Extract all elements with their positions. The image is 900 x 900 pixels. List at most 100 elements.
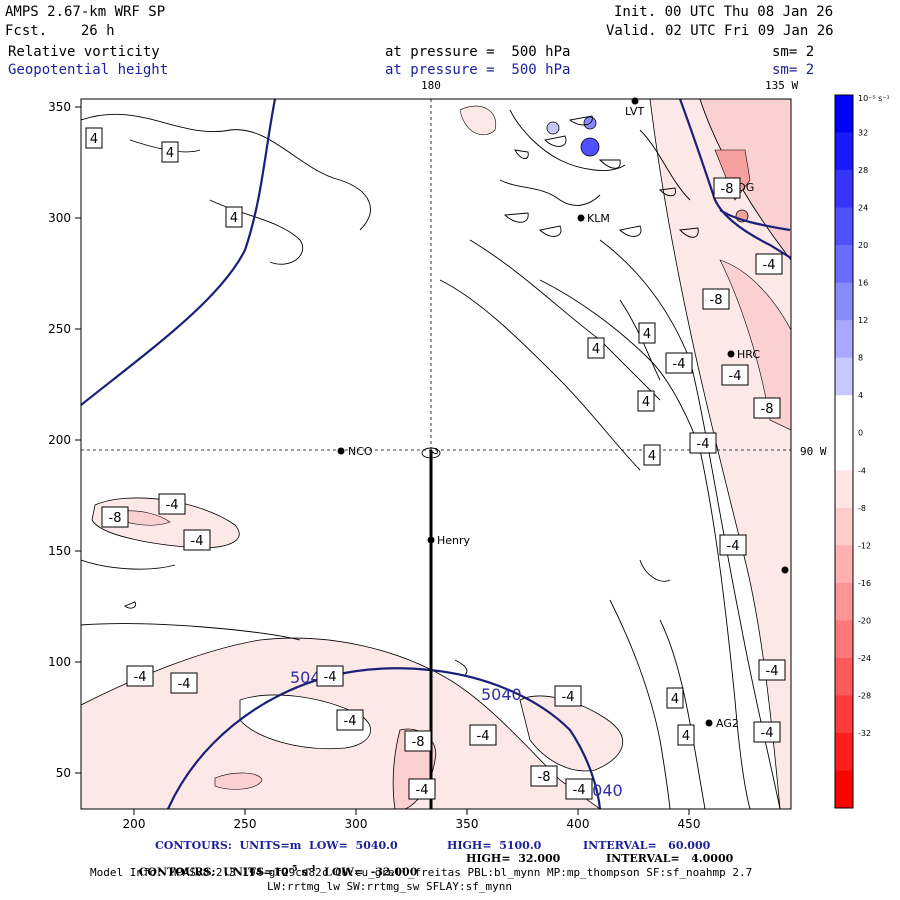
contour-label: 4 [230,211,238,226]
contour-label: -4 [134,670,147,685]
colorbar-tick-label: -16 [858,579,871,588]
colorbar-swatch [835,170,853,209]
contour-label: -4 [573,783,586,798]
contour-label: 4 [648,449,656,464]
y-axis-labels: 350 300 250 200 150 100 50 [48,100,71,780]
station-label: HRC [737,348,760,361]
colorbar-swatch [835,245,853,284]
contour-label: -4 [416,783,429,798]
contour-label: -4 [178,677,191,692]
height-contour-interval: INTERVAL= 60.000 [583,839,711,852]
colorbar-swatch [835,620,853,659]
x-tick-label: 450 [678,817,701,831]
colorbar-tick-label: 0 [858,429,863,438]
vorticity-contour-info: CONTOURS: UNITS=10-5 s-1 LOW= -32.000 [131,853,418,879]
station-label: Henry [437,534,471,547]
contour-label: -4 [324,670,337,685]
stations: LVT HDG KLM HRC NCO Henry AG2 [337,97,789,730]
y-tick-label: 300 [48,211,71,225]
init-time: Init. 00 UTC Thu 08 Jan 26 [614,4,834,20]
units-exponent: -1 [307,863,317,873]
field1-smoothing: sm= 2 [772,44,815,60]
y-tick-label: 200 [48,433,71,447]
colorbar-swatch [835,507,853,546]
colorbar-tick-label: 28 [858,166,868,175]
colorbar: 10⁻⁵ s⁻¹ 32 28 24 20 16 12 8 4 0 -4 -8 -12 -16 -20 -24… [834,94,890,809]
colorbar-tick-label: -28 [858,691,871,700]
colorbar-swatch [835,695,853,734]
map-frame [80,98,792,810]
pole-marker [421,447,441,459]
y-tick-label: 100 [48,655,71,669]
colorbar-unit: 10⁻⁵ s⁻¹ [858,94,890,103]
contour-label: -4 [727,539,740,554]
colorbar-swatch [835,357,853,396]
colorbar-tick-label: -20 [858,616,871,625]
height-label: 5040 [481,685,522,704]
contour-label: 4 [643,327,651,342]
colorbar-swatch [835,95,853,134]
vorticity-low: LOW= -32.000 [316,865,418,879]
contour-label: -4 [344,714,357,729]
lon-label-180: 180 [421,79,441,92]
x-tick-label: 400 [567,817,590,831]
contour-label: -4 [562,690,575,705]
contour-label: -8 [761,402,774,417]
contour-label: -4 [761,726,774,741]
colorbar-tick-label: -32 [858,729,871,738]
height-contour-high: HIGH= 5100.0 [447,839,542,852]
vorticity-contour-interval: INTERVAL= 4.0000 [606,852,734,865]
colorbar-tick-label: 12 [858,316,868,325]
contour-label: 4 [166,146,174,161]
colorbar-swatch [835,657,853,696]
y-tick-label: 150 [48,544,71,558]
vorticity-labels: 4 4 4 4 4 4 4 4 4 -4 -4 -4 -8 -4 -4 -4 -… [85,127,786,800]
x-tick-label: 300 [345,817,368,831]
colorbar-swatch [835,207,853,246]
lon-label-135w: 135 W [765,79,799,92]
axis-ticks [75,106,690,815]
colorbar-tick-label: 16 [858,279,868,288]
colorbar-swatch [835,132,853,171]
colorbar-tick-label: 8 [858,354,863,363]
station-label: AG2 [716,717,739,730]
y-tick-label: 350 [48,100,71,114]
contour-label: -4 [673,357,686,372]
station-label: NCO [348,445,373,458]
contour-label: -4 [191,534,204,549]
contour-label: -8 [721,182,734,197]
contour-label: 4 [671,692,679,707]
vorticity-shading [81,99,791,809]
contour-label: -4 [166,498,179,513]
colorbar-tick-label: 32 [858,129,868,138]
contour-label: -8 [710,293,723,308]
vorticity-units: CONTOURS: UNITS=10 [138,865,289,879]
units-exponent: -5 [288,863,298,873]
units-seconds: s [297,865,308,879]
y-tick-label: 250 [48,322,71,336]
x-tick-label: 350 [456,817,479,831]
contour-label: -4 [729,369,742,384]
forecast-hour: Fcst. 26 h [5,23,115,39]
field1-level: at pressure = 500 hPa [385,44,571,60]
contour-label: -4 [763,258,776,273]
colorbar-swatch [835,395,853,434]
model-info: Model Info: MPASv8.2.3-194-gf29cd82c CU:… [90,866,753,879]
field1-name: Relative vorticity [8,44,160,60]
colorbar-labels: 32 28 24 20 16 12 8 4 0 -4 -8 -12 -16 -20 -24 -28 -32 [858,129,871,738]
contour-label: 4 [90,132,98,147]
vorticity-contour-high: HIGH= 32.000 [466,852,561,865]
field2-smoothing: sm= 2 [772,62,815,78]
colorbar-swatch [835,470,853,509]
contour-label: -4 [477,729,490,744]
x-tick-label: 250 [234,817,257,831]
colorbar-swatch [835,582,853,621]
colorbar-swatches [835,95,853,809]
contour-label: 4 [682,729,690,744]
colorbar-tick-label: 4 [858,391,863,400]
graticule [81,99,791,451]
station-label: KLM [587,212,610,225]
colorbar-swatch [835,432,853,471]
lon-label-90w: 90 W [800,445,827,458]
